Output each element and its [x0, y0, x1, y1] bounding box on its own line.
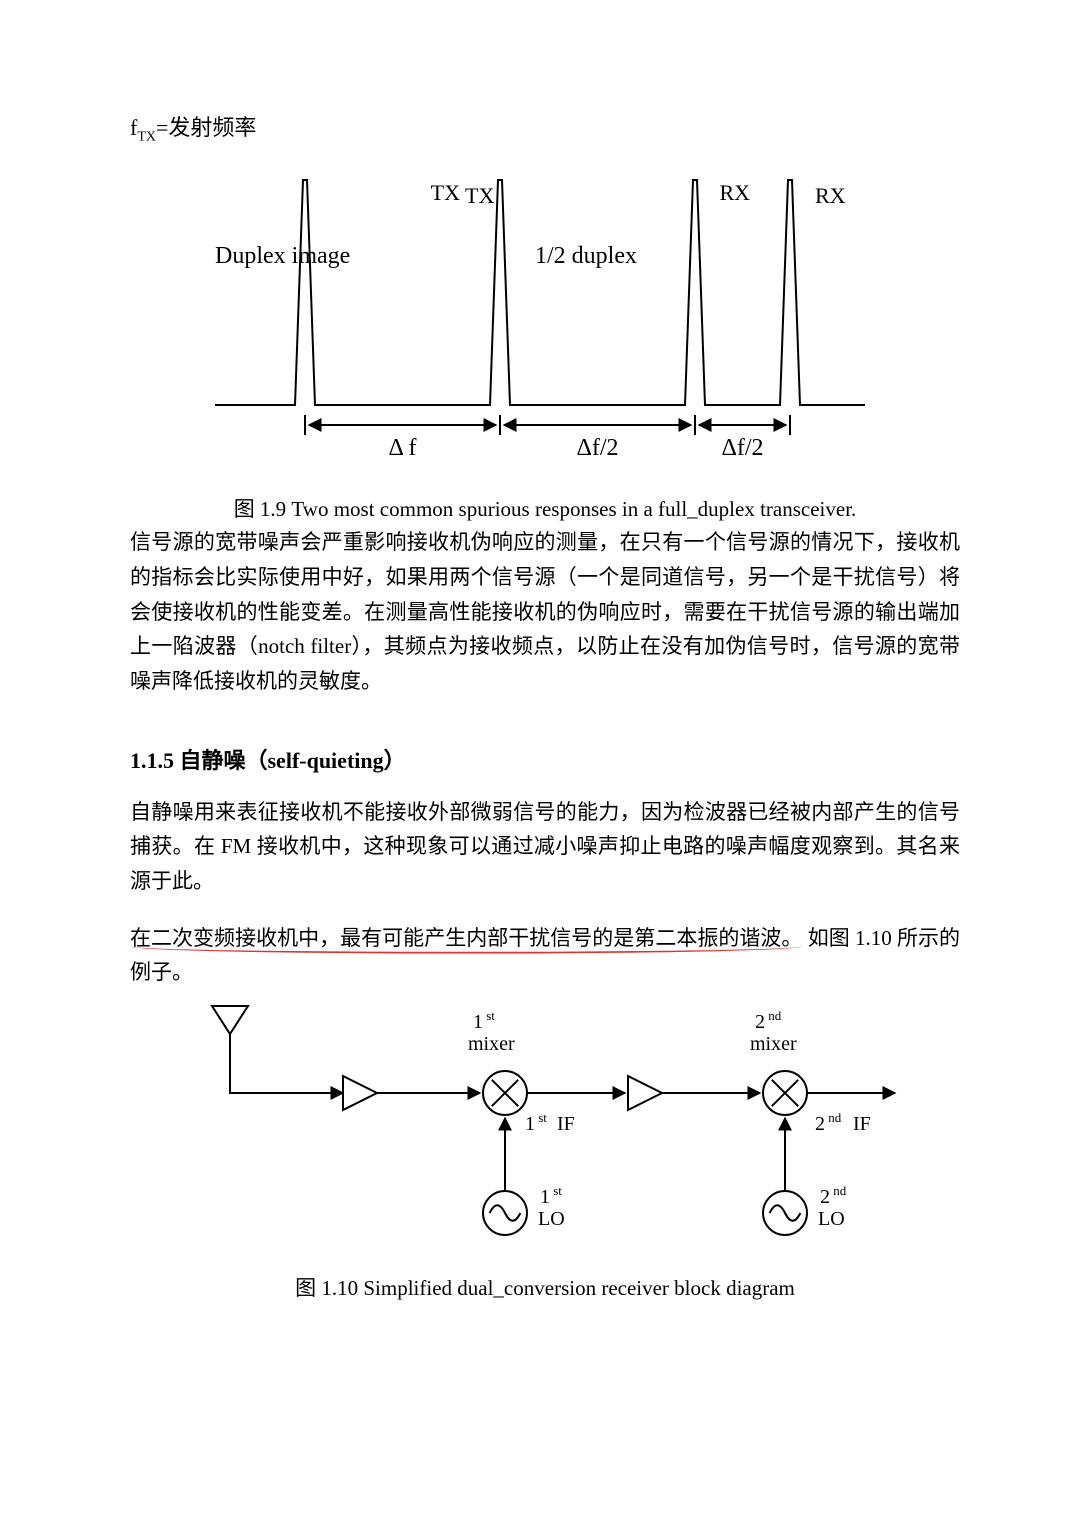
- figure-1-10: 1 stmixer1 st IF2 ndmixer2 ndIF1 stLO2 n…: [130, 998, 960, 1258]
- svg-text:Duplex image: Duplex image: [215, 243, 350, 269]
- svg-text:2 nd: 2 nd: [755, 1008, 782, 1033]
- svg-text:1 st: 1 st: [525, 1110, 547, 1135]
- figure-1-9-svg: TX RX TX RX Duplex image 1/2 duplex Δ f Δf/2 Δf/…: [195, 155, 895, 475]
- svg-text:2 nd: 2 nd: [815, 1110, 842, 1135]
- ftx-text: 发射频率: [168, 115, 256, 140]
- svg-text:IF: IF: [853, 1113, 871, 1135]
- figure-1-10-caption: 图 1.10 Simplified dual_conversion receiv…: [130, 1272, 960, 1302]
- page: fTX=发射频率 TX RX TX RX Duplex image 1/2 duplex Δ…: [0, 0, 1080, 1528]
- svg-text:mixer: mixer: [750, 1033, 797, 1055]
- figure-1-9-caption: 图 1.9 Two most common spurious responses…: [130, 493, 960, 523]
- svg-text:TX: TX: [431, 180, 460, 205]
- ftx-label: fTX=发射频率: [130, 110, 960, 145]
- section-1-1-5-heading: 1.1.5 自静噪（self-quieting）: [130, 743, 960, 775]
- svg-text:Δf/2: Δf/2: [721, 435, 763, 461]
- svg-text:1 st: 1 st: [540, 1183, 562, 1208]
- svg-text:mixer: mixer: [468, 1033, 515, 1055]
- svg-text:LO: LO: [538, 1208, 565, 1230]
- svg-text:RX: RX: [719, 180, 750, 205]
- svg-text:IF: IF: [557, 1113, 575, 1135]
- underlined-sentence: 在二次变频接收机中，最有可能产生内部干扰信号的是第二本振的谐波。: [130, 926, 802, 950]
- paragraph-after-fig-1-9: 信号源的宽带噪声会严重影响接收机伪响应的测量，在只有一个信号源的情况下，接收机的…: [130, 525, 960, 698]
- svg-text:Δ f: Δ f: [388, 435, 416, 461]
- svg-text:LO: LO: [818, 1208, 845, 1230]
- svg-text:Δf/2: Δf/2: [576, 435, 618, 461]
- svg-text:1 st: 1 st: [473, 1008, 495, 1033]
- svg-text:1/2 duplex: 1/2 duplex: [535, 243, 637, 269]
- figure-1-10-svg: 1 stmixer1 st IF2 ndmixer2 ndIF1 stLO2 n…: [185, 998, 905, 1258]
- paragraph-1-1-5-b: 在二次变频接收机中，最有可能产生内部干扰信号的是第二本振的谐波。 如图 1.10…: [130, 921, 960, 990]
- figure-1-9: TX RX TX RX Duplex image 1/2 duplex Δ f Δf/2 Δf/…: [130, 155, 960, 475]
- svg-text:RX: RX: [815, 183, 846, 208]
- paragraph-1-1-5-a: 自静噪用来表征接收机不能接收外部微弱信号的能力，因为检波器已经被内部产生的信号捕…: [130, 795, 960, 899]
- svg-text:2 nd: 2 nd: [820, 1183, 847, 1208]
- svg-text:TX: TX: [465, 183, 494, 208]
